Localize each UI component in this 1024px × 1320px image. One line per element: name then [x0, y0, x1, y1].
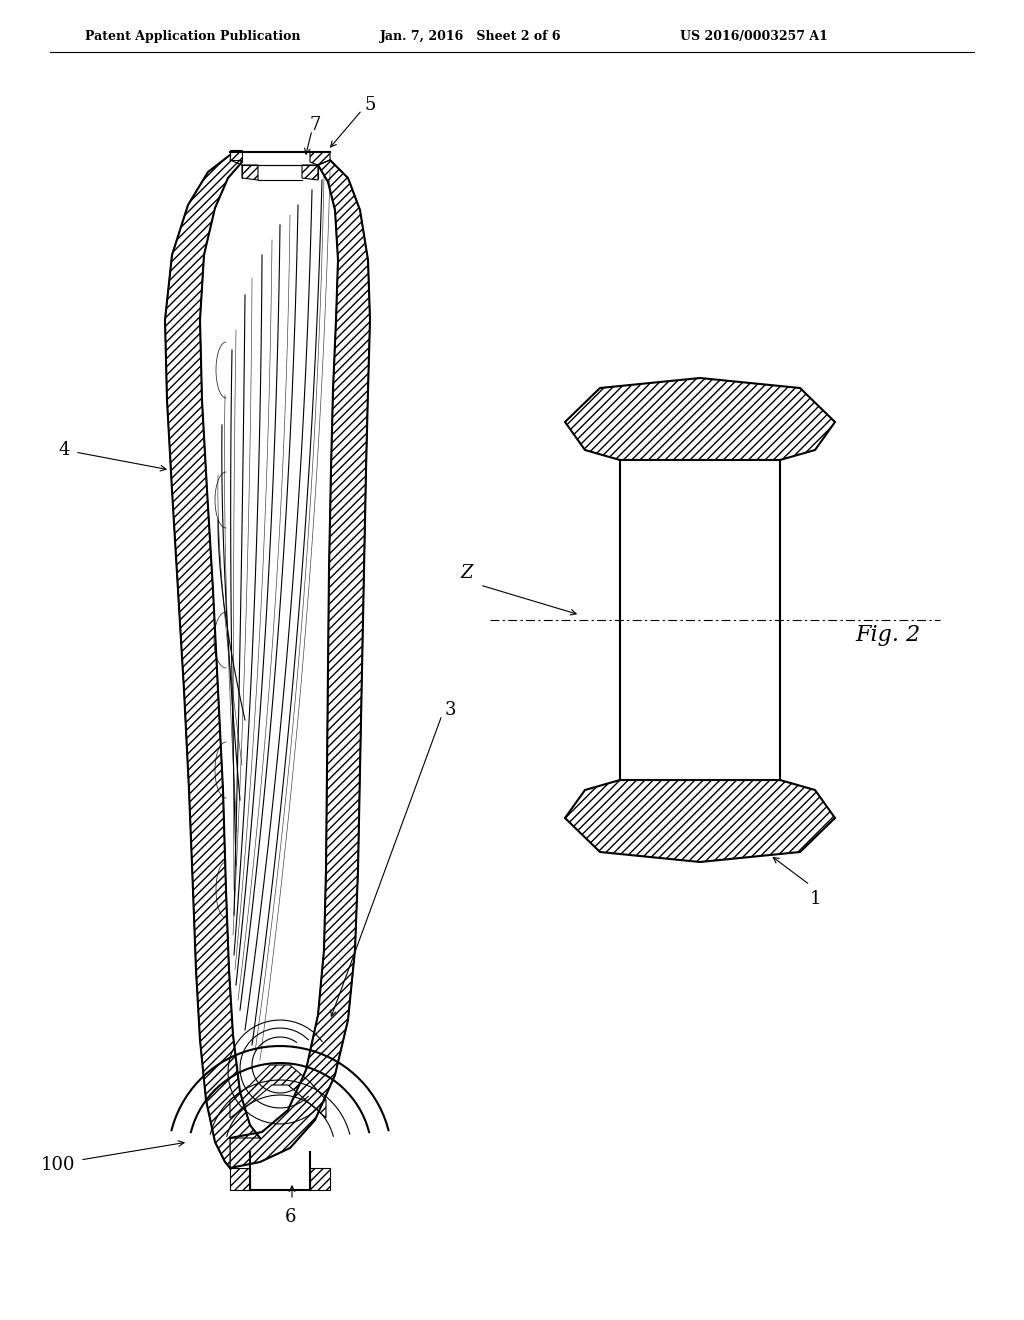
Text: 4: 4	[58, 441, 70, 459]
Text: 3: 3	[445, 701, 457, 719]
Text: 100: 100	[41, 1156, 75, 1173]
Polygon shape	[230, 160, 370, 1168]
Polygon shape	[310, 152, 330, 165]
Polygon shape	[565, 780, 835, 862]
Text: Patent Application Publication: Patent Application Publication	[85, 30, 300, 44]
Polygon shape	[165, 154, 260, 1168]
Bar	[310, 1168, 330, 1191]
Bar	[620, 459, 780, 780]
Polygon shape	[302, 165, 318, 180]
Text: Jan. 7, 2016   Sheet 2 of 6: Jan. 7, 2016 Sheet 2 of 6	[380, 30, 561, 44]
Polygon shape	[242, 165, 258, 180]
Polygon shape	[230, 1065, 326, 1118]
Bar	[230, 1168, 250, 1191]
Text: 6: 6	[285, 1208, 296, 1226]
Text: 7: 7	[310, 116, 322, 135]
Text: US 2016/0003257 A1: US 2016/0003257 A1	[680, 30, 827, 44]
Text: Fig. 2: Fig. 2	[855, 624, 921, 645]
Polygon shape	[565, 378, 835, 459]
Bar	[230, 150, 242, 160]
Text: 5: 5	[365, 96, 377, 114]
Text: 1: 1	[810, 890, 821, 908]
Text: Z: Z	[460, 564, 472, 582]
